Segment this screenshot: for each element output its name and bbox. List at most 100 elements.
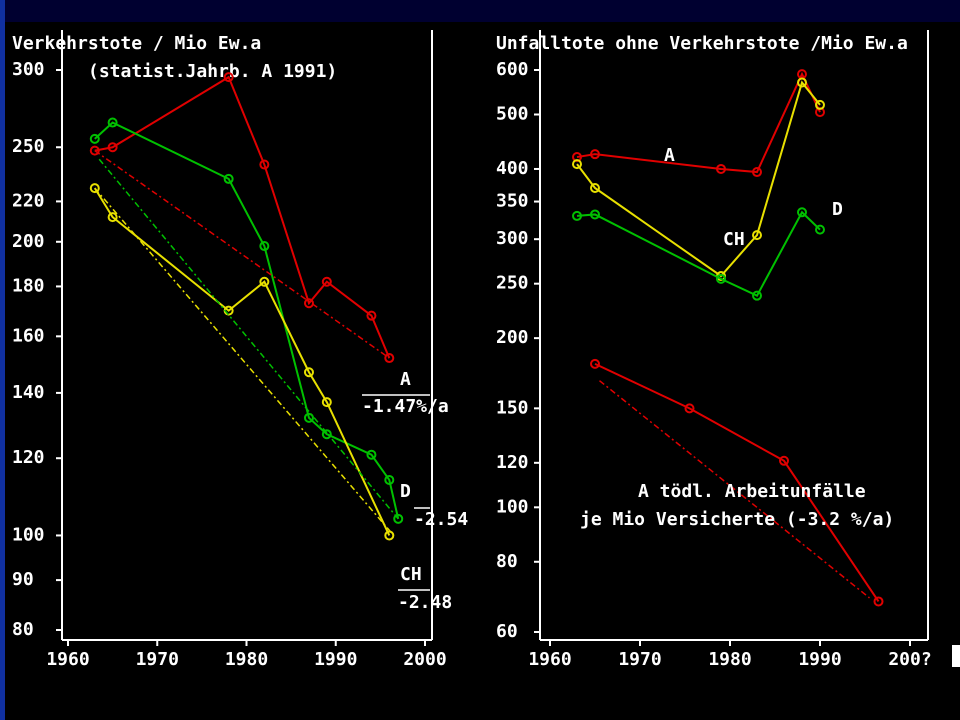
point: [572, 210, 582, 221]
series-label: -2.54: [414, 509, 468, 530]
point: [684, 403, 695, 414]
y-tick-label: 200: [496, 327, 529, 348]
trend-line: [94, 187, 395, 536]
series-label: A: [400, 369, 411, 390]
point: [303, 412, 314, 423]
point: [873, 596, 884, 607]
x-tick-label: 1990: [798, 649, 841, 670]
x-tick-label: 1960: [528, 649, 571, 670]
x-tick-label: 200?: [888, 649, 931, 670]
point: [89, 145, 100, 156]
point: [752, 290, 762, 301]
x-tick-label: 1970: [136, 649, 179, 670]
y-tick-label: 500: [496, 103, 529, 124]
series-line: [93, 187, 391, 536]
y-tick-label: 160: [12, 325, 45, 346]
chart-title: Verkehrstote / Mio Ew.a: [12, 33, 261, 54]
y-tick-label: 180: [12, 275, 45, 296]
y-tick-label: 600: [496, 59, 529, 80]
cursor-block: [952, 645, 960, 667]
point: [815, 224, 825, 235]
y-tick-label: 150: [496, 397, 529, 418]
point: [89, 133, 100, 144]
series-line: [576, 210, 821, 297]
x-tick-label: 1970: [618, 649, 661, 670]
point: [716, 163, 726, 174]
x-tick-label: 1960: [46, 649, 89, 670]
chart-subtitle: (statist.Jahrb. A 1991): [88, 61, 337, 82]
trend-line: [98, 158, 399, 520]
point: [259, 159, 270, 170]
point: [303, 367, 314, 378]
point: [223, 173, 234, 184]
y-tick-label: 60: [496, 621, 518, 642]
point: [384, 353, 395, 364]
point: [590, 149, 600, 160]
y-tick-label: 80: [12, 619, 34, 640]
left-edge: [0, 0, 5, 720]
y-tick-label: 140: [12, 382, 45, 403]
series-label: CH: [400, 564, 422, 585]
point: [590, 358, 600, 369]
y-tick-label: 120: [496, 452, 529, 473]
y-tick-label: 100: [12, 524, 45, 545]
point: [752, 167, 762, 178]
point: [107, 117, 118, 128]
y-tick-label: 250: [12, 136, 45, 157]
y-tick-label: 350: [496, 191, 529, 212]
series-label: D: [400, 481, 411, 502]
x-tick-label: 2000: [403, 649, 446, 670]
y-tick-label: 80: [496, 551, 518, 572]
point: [797, 207, 807, 218]
point: [572, 159, 582, 170]
series-line: [576, 71, 821, 174]
series-label: CH: [723, 229, 745, 250]
point: [797, 77, 807, 88]
y-tick-label: 120: [12, 447, 45, 468]
point: [590, 209, 600, 220]
trend-line: [94, 150, 390, 359]
point: [779, 455, 789, 466]
x-tick-label: 1980: [708, 649, 751, 670]
point: [303, 298, 314, 309]
annotation: A tödl. Arbeitunfälle: [638, 481, 866, 502]
y-tick-label: 90: [12, 569, 34, 590]
point: [590, 182, 600, 193]
point: [716, 273, 726, 284]
top-bar: [0, 0, 960, 22]
point: [393, 513, 404, 524]
point: [321, 429, 332, 440]
y-tick-label: 200: [12, 231, 45, 252]
point: [321, 397, 332, 408]
point: [89, 183, 100, 194]
x-tick-label: 1980: [225, 649, 268, 670]
y-tick-label: 220: [12, 190, 45, 211]
trend-line: [599, 380, 870, 599]
series-label: -1.47%/a: [362, 396, 449, 417]
point: [107, 142, 118, 153]
x-tick-label: 1990: [314, 649, 357, 670]
point: [366, 310, 377, 321]
y-tick-label: 100: [496, 496, 529, 517]
series-label: A: [664, 145, 675, 166]
series-label: D: [832, 199, 843, 220]
point: [384, 474, 395, 485]
point: [366, 449, 377, 460]
point: [259, 241, 270, 252]
point: [321, 276, 332, 287]
chart-title: Unfalltote ohne Verkehrstote /Mio Ew.a: [496, 33, 908, 54]
point: [107, 212, 118, 223]
point: [259, 276, 270, 287]
y-tick-label: 300: [496, 228, 529, 249]
series-label: -2.48: [398, 592, 452, 613]
series-line: [94, 121, 400, 520]
point: [752, 230, 762, 241]
y-tick-label: 300: [12, 59, 45, 80]
series-line: [594, 362, 880, 603]
y-tick-label: 250: [496, 273, 529, 294]
annotation: je Mio Versicherte (-3.2 %/a): [580, 509, 894, 530]
point: [223, 72, 234, 83]
point: [815, 99, 825, 110]
y-tick-label: 400: [496, 158, 529, 179]
